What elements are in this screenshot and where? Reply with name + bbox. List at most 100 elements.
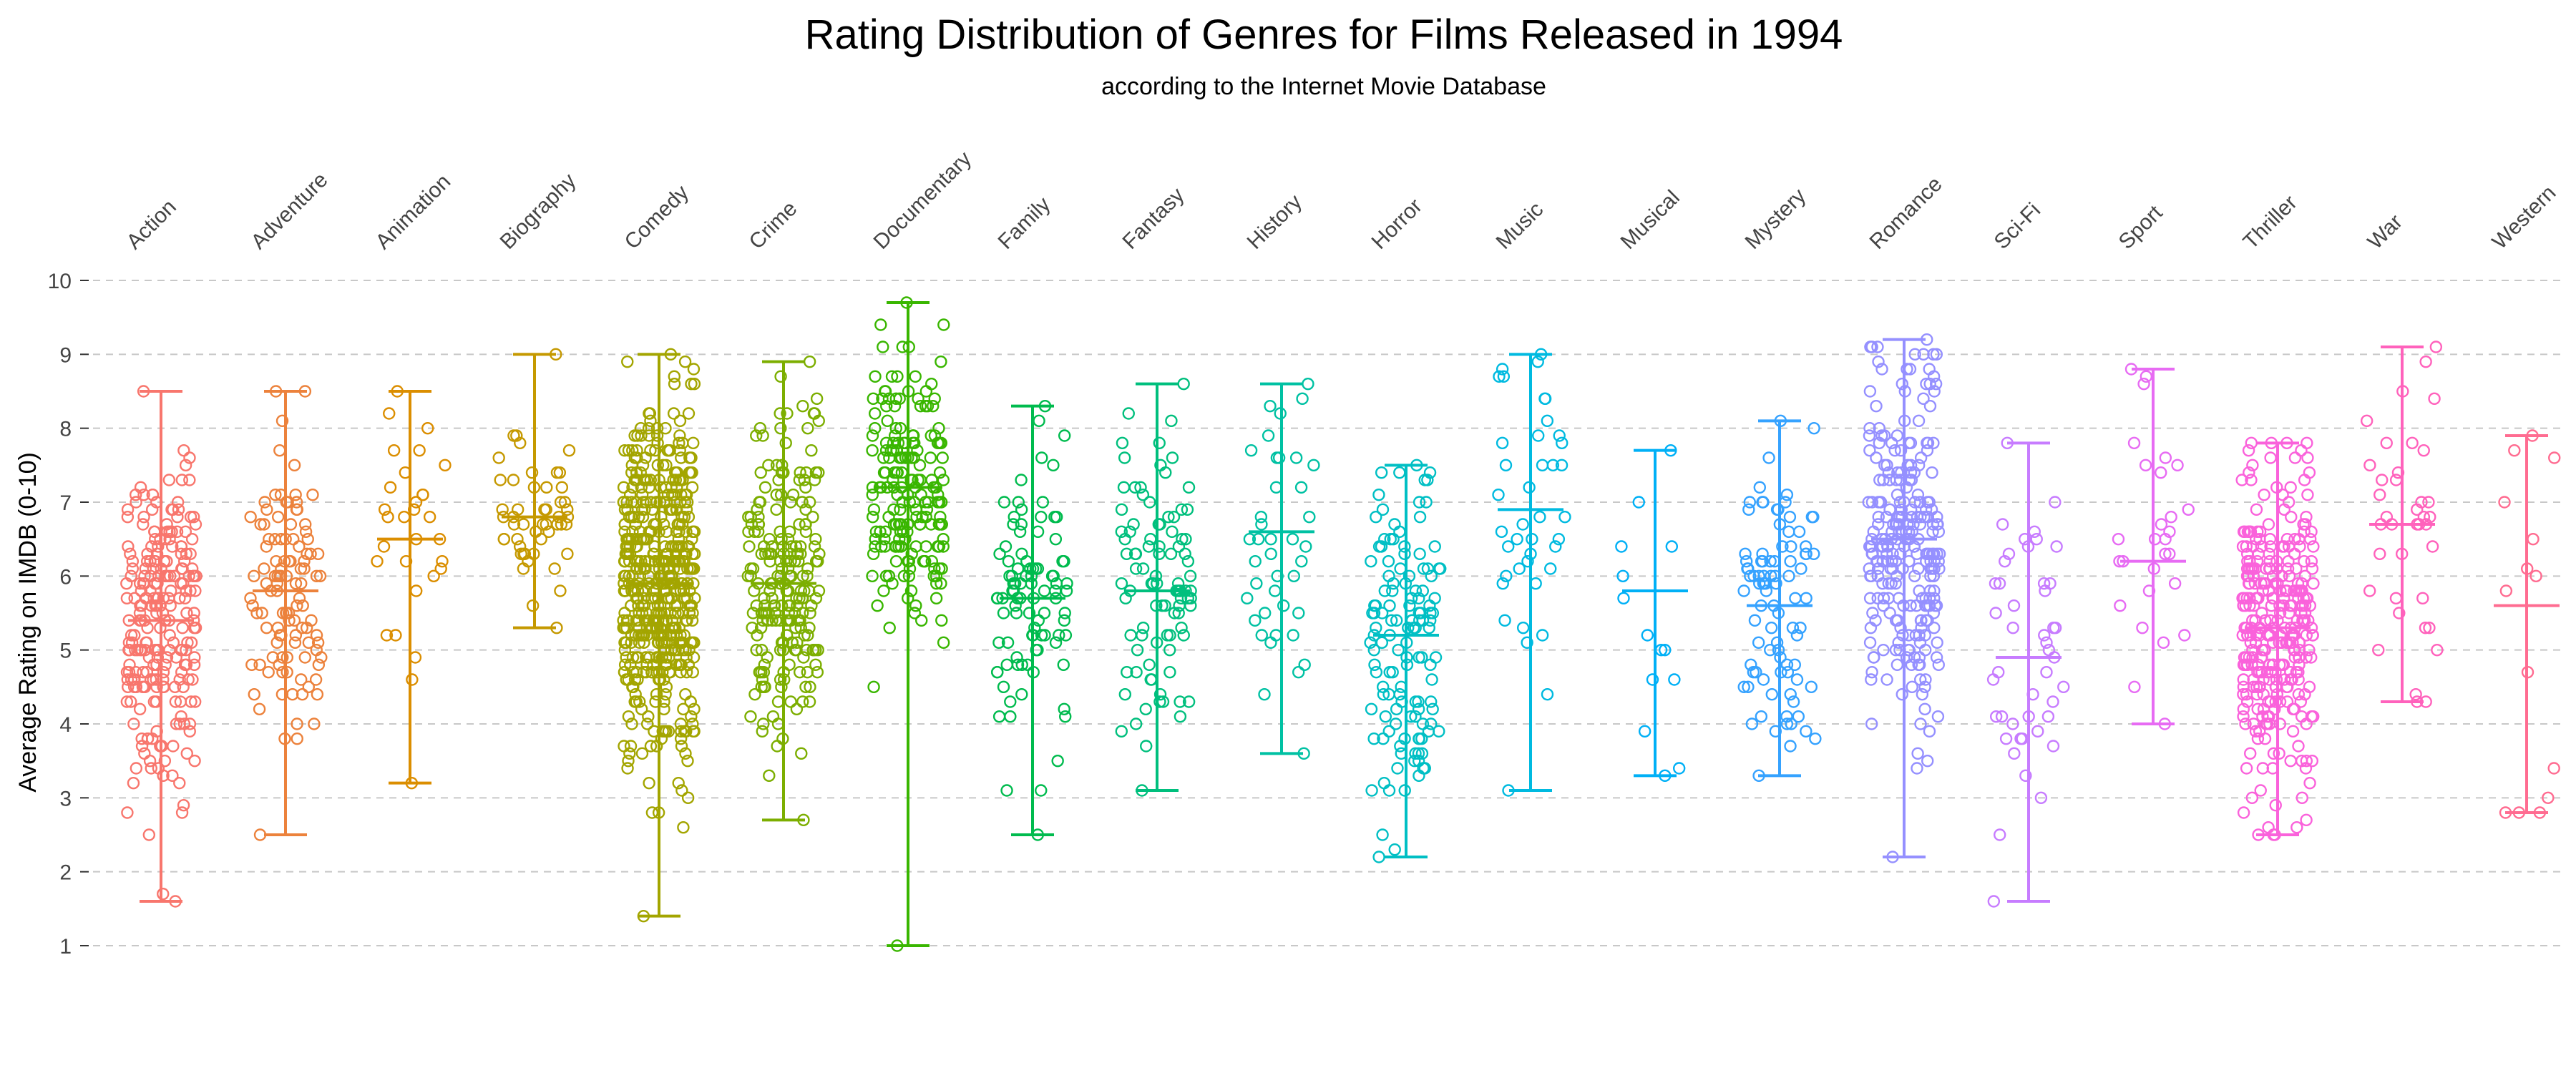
data-point bbox=[1368, 599, 1381, 612]
data-point bbox=[2114, 599, 2127, 612]
data-point bbox=[811, 554, 824, 568]
data-point bbox=[1921, 754, 1934, 768]
data-point bbox=[176, 621, 189, 635]
data-point bbox=[301, 547, 313, 561]
data-point bbox=[1008, 510, 1020, 524]
data-point bbox=[2380, 436, 2393, 450]
y-tick-label: 6 bbox=[59, 565, 72, 589]
data-point bbox=[633, 614, 645, 627]
data-point bbox=[1116, 436, 1129, 450]
data-point bbox=[630, 444, 643, 457]
data-point bbox=[2044, 577, 2057, 590]
x-category-label: Fantasy bbox=[1118, 183, 1189, 254]
data-point bbox=[1130, 665, 1143, 679]
data-point bbox=[643, 525, 657, 539]
data-point bbox=[1012, 496, 1025, 509]
data-point bbox=[630, 562, 643, 575]
data-point bbox=[912, 392, 924, 406]
data-point bbox=[2245, 658, 2258, 672]
data-point bbox=[179, 459, 192, 472]
data-point bbox=[635, 629, 648, 642]
data-point bbox=[2294, 584, 2307, 597]
data-point bbox=[1502, 540, 1515, 553]
data-point bbox=[1013, 525, 1027, 539]
data-point bbox=[2273, 607, 2287, 619]
data-point bbox=[135, 584, 148, 597]
data-point bbox=[1407, 621, 1420, 635]
data-point bbox=[561, 503, 574, 516]
data-point bbox=[1546, 459, 1560, 472]
data-point bbox=[308, 717, 321, 730]
data-point bbox=[675, 784, 688, 797]
data-point bbox=[177, 798, 190, 812]
data-point bbox=[1287, 629, 1299, 642]
data-point bbox=[685, 599, 698, 612]
data-point bbox=[170, 525, 184, 539]
x-category-label: Horror bbox=[1367, 195, 1427, 254]
data-point bbox=[673, 429, 686, 442]
data-point bbox=[1800, 725, 1813, 738]
data-point bbox=[629, 518, 642, 531]
data-point bbox=[2250, 687, 2263, 701]
x-category-label: Action bbox=[122, 195, 181, 254]
data-point bbox=[2301, 451, 2314, 464]
chart-subtitle: according to the Internet Movie Database bbox=[1101, 73, 1546, 100]
data-point bbox=[1672, 762, 1686, 775]
data-point bbox=[180, 547, 193, 561]
data-point bbox=[675, 510, 688, 524]
data-point bbox=[2290, 820, 2303, 834]
data-point bbox=[1912, 658, 1925, 672]
data-point bbox=[633, 607, 645, 619]
data-point bbox=[124, 547, 137, 561]
data-point bbox=[800, 466, 813, 479]
data-point bbox=[2280, 584, 2293, 597]
data-point bbox=[801, 569, 814, 583]
data-point bbox=[301, 532, 314, 546]
data-point bbox=[628, 584, 641, 597]
data-point bbox=[2263, 673, 2276, 686]
data-point bbox=[1118, 687, 1132, 701]
data-point bbox=[924, 429, 937, 442]
data-point bbox=[1164, 547, 1178, 561]
data-point bbox=[1862, 496, 1875, 509]
data-point bbox=[1243, 532, 1257, 546]
data-point bbox=[635, 488, 649, 501]
data-point bbox=[1035, 784, 1048, 797]
data-point bbox=[1294, 481, 1308, 494]
data-point bbox=[664, 607, 677, 619]
data-point bbox=[1007, 584, 1020, 597]
data-point bbox=[1015, 518, 1028, 531]
data-point bbox=[2288, 451, 2302, 464]
data-point bbox=[137, 518, 150, 531]
data-point bbox=[2290, 665, 2303, 679]
data-point bbox=[2248, 599, 2260, 612]
data-point bbox=[2251, 732, 2265, 745]
data-point bbox=[2038, 629, 2051, 642]
data-point bbox=[1413, 732, 1426, 745]
data-point bbox=[2159, 451, 2172, 464]
data-point bbox=[642, 614, 655, 627]
data-point bbox=[1912, 414, 1926, 428]
data-point bbox=[2263, 554, 2276, 568]
data-point bbox=[1748, 614, 1762, 627]
data-point bbox=[1365, 784, 1378, 797]
data-point bbox=[127, 673, 140, 686]
data-point bbox=[1420, 496, 1433, 509]
data-point bbox=[135, 740, 149, 753]
data-point bbox=[1162, 510, 1175, 524]
data-point bbox=[2380, 510, 2394, 524]
data-point bbox=[625, 466, 638, 479]
data-point bbox=[1765, 621, 1778, 635]
data-point bbox=[288, 459, 301, 472]
data-point bbox=[2258, 732, 2272, 745]
data-point bbox=[2273, 695, 2287, 708]
data-point bbox=[618, 643, 632, 657]
data-point bbox=[1049, 636, 1063, 650]
data-point bbox=[164, 569, 177, 583]
data-point bbox=[2301, 488, 2314, 501]
data-point bbox=[624, 658, 637, 672]
data-point bbox=[1799, 547, 1813, 561]
data-point bbox=[1375, 607, 1389, 619]
data-point bbox=[156, 607, 170, 619]
data-point bbox=[761, 614, 774, 627]
